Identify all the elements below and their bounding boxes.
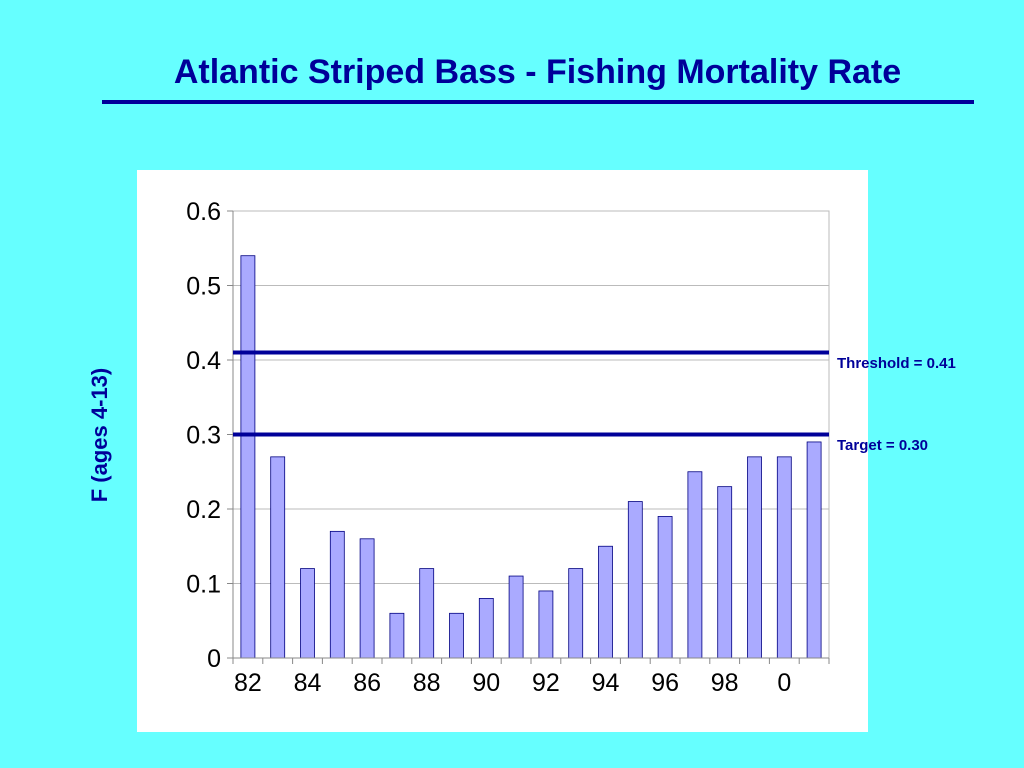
chart-panel: [137, 170, 868, 732]
slide-title: Atlantic Striped Bass - Fishing Mortalit…: [173, 53, 902, 91]
bar-0: [776, 456, 792, 659]
x-tick-label: 90: [472, 669, 500, 697]
x-tick-label: 96: [651, 669, 679, 697]
bar-95: [627, 501, 643, 659]
bar-99: [747, 456, 762, 659]
bar-83: [270, 456, 286, 659]
y-tick-labels: 0 0.1 0.2 0.3 0.4 0.5 0.6: [186, 198, 221, 673]
bar-85: [329, 530, 345, 659]
x-tick-label: 92: [532, 669, 560, 697]
bar-87: [389, 612, 405, 659]
bar-1: [806, 441, 822, 659]
title-underline: [102, 100, 974, 104]
reference-lines: [233, 350, 829, 437]
x-tick-labels: 82 84 86 88 90 92 94 96 98 0: [234, 669, 791, 697]
y-tick-label: 0.3: [186, 422, 221, 450]
bar-89: [449, 612, 464, 659]
bar-90: [478, 598, 494, 659]
y-tick-label: 0.6: [186, 198, 221, 226]
x-tick-label: 94: [592, 669, 620, 697]
bar-97: [687, 471, 703, 659]
x-tick-label: 0: [777, 669, 791, 697]
x-tick-label: 88: [413, 669, 441, 697]
bar-98: [717, 486, 733, 659]
bar-96: [657, 516, 673, 659]
threshold-label: Threshold = 0.41: [837, 354, 956, 372]
bar-92: [538, 590, 554, 659]
bar-91: [508, 575, 524, 659]
x-tick-label: 84: [294, 669, 322, 697]
bar-84: [300, 568, 315, 659]
y-tick-label: 0.2: [186, 496, 221, 524]
gridlines: [233, 210, 829, 584]
x-tick-label: 82: [234, 669, 262, 697]
bar-94: [598, 545, 613, 659]
axes: [227, 210, 830, 664]
y-tick-label: 0: [207, 645, 221, 673]
bar-82: [240, 255, 256, 659]
y-tick-label: 0.4: [186, 347, 221, 375]
bar-86: [359, 538, 375, 659]
bar-88: [419, 568, 435, 659]
y-tick-label: 0.5: [186, 273, 221, 301]
x-tick-label: 86: [353, 669, 381, 697]
bars: [240, 255, 822, 659]
bar-93: [568, 568, 584, 659]
x-tick-label: 98: [711, 669, 739, 697]
target-label: Target = 0.30: [837, 436, 929, 454]
y-tick-label: 0.1: [186, 571, 221, 599]
